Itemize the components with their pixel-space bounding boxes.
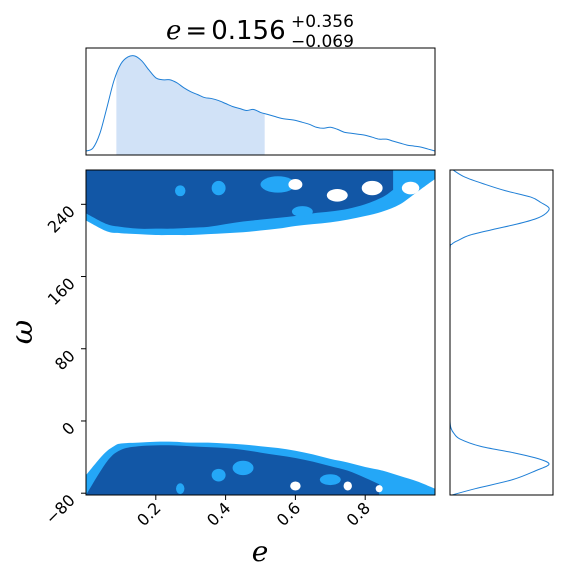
title-equals: = xyxy=(185,16,207,46)
x-axis: 0.2 0.4 0.6 0.8 xyxy=(133,495,374,530)
contour-hole xyxy=(260,176,296,193)
x-tick-label: 0.4 xyxy=(203,498,234,529)
contour-hole xyxy=(175,185,186,197)
marginal-e-frame xyxy=(85,47,436,156)
contour-hole xyxy=(375,485,383,493)
density-curve-e xyxy=(86,55,435,152)
y-tick-label: 0 xyxy=(58,418,79,439)
joint-frame xyxy=(85,169,436,496)
title-median: 0.156 xyxy=(211,16,285,46)
marginal-omega-panel xyxy=(449,169,554,496)
title-main: e = 0.156 xyxy=(166,16,286,46)
x-tick-label: 0.8 xyxy=(343,498,374,529)
title-upper-error: +0.356 xyxy=(291,12,354,32)
x-tick-label: 0.2 xyxy=(133,498,164,529)
title-variable: e xyxy=(166,16,181,46)
marginal-e-panel xyxy=(85,47,436,156)
contour-hole xyxy=(288,179,303,190)
credible-interval-fill xyxy=(116,55,265,155)
contour-hole xyxy=(176,483,185,495)
joint-panel: 0.2 0.4 0.6 0.8 −80 0 80 160 240 e ω xyxy=(5,169,436,568)
x-axis-label: e xyxy=(252,535,269,568)
title: e = 0.156 +0.356 −0.069 xyxy=(166,12,354,52)
y-tick-label: 160 xyxy=(44,274,79,309)
contour-hole xyxy=(401,181,420,195)
contour-hole xyxy=(343,481,352,491)
y-axis: −80 0 80 160 240 xyxy=(42,202,86,528)
contour-hole xyxy=(319,474,341,486)
contour-hole xyxy=(326,188,348,202)
y-axis-label: ω xyxy=(5,320,40,344)
marginal-omega-frame xyxy=(449,169,554,496)
y-tick-label: 80 xyxy=(51,346,79,374)
contour-hole xyxy=(211,180,226,196)
contour-hole xyxy=(232,460,254,476)
title-lower-error: −0.069 xyxy=(291,32,354,52)
y-tick-label: −80 xyxy=(42,491,79,528)
x-tick-label: 0.6 xyxy=(273,498,304,529)
y-tick-label: 240 xyxy=(44,202,79,237)
density-curve-omega xyxy=(450,170,550,495)
contour-holes xyxy=(175,176,420,495)
contour-hole xyxy=(291,206,313,217)
contour-hole xyxy=(290,481,301,491)
contour-hole xyxy=(361,180,383,196)
contour-hole xyxy=(211,468,226,482)
contour-lower-inner xyxy=(86,445,380,495)
contour-upper-inner xyxy=(86,170,394,229)
